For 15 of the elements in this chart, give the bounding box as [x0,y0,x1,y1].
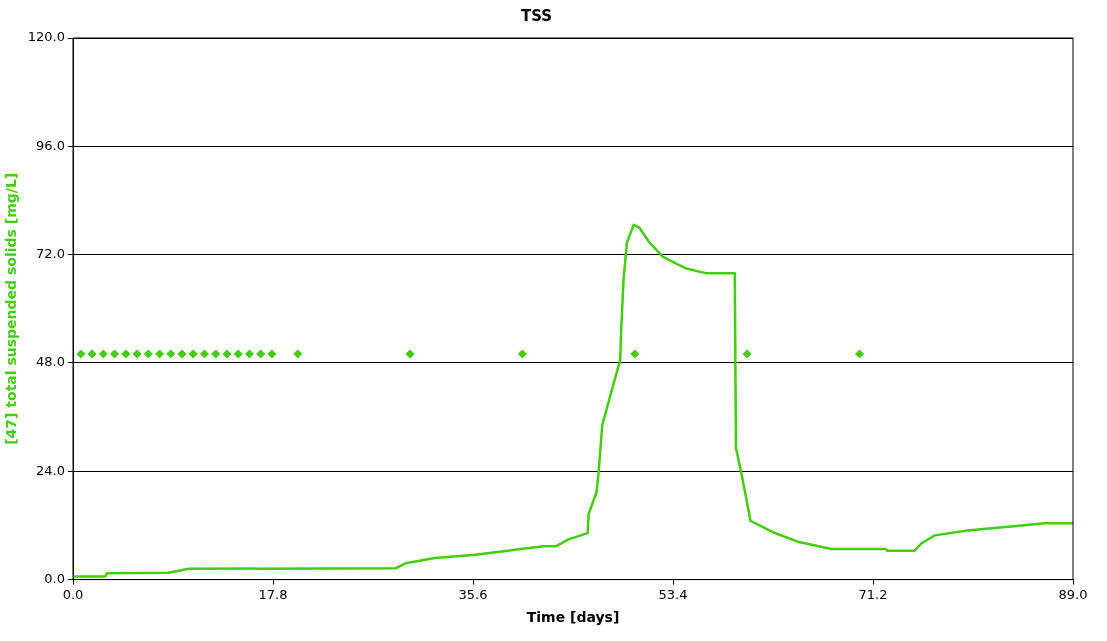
x-tick-label: 89.0 [1058,586,1088,602]
y-axis-title: [47] total suspended solids [mg/L] [3,172,20,445]
x-tick-label: 71.2 [858,586,888,602]
x-tick-label: 17.8 [258,586,288,602]
y-tick-label: 48.0 [36,354,66,370]
chart-title: TSS [520,6,553,25]
y-tick-label: 24.0 [36,462,66,478]
y-tick-label: 0.0 [44,570,66,586]
x-axis-title: Time [days] [526,609,620,626]
x-tick-label: 35.6 [458,586,488,602]
y-tick-label: 96.0 [36,137,66,153]
x-tick-label: 53.4 [658,586,688,602]
y-tick-label: 72.0 [36,246,66,262]
y-tick-label: 120.0 [27,29,66,45]
x-tick-label: 0.0 [62,586,84,602]
